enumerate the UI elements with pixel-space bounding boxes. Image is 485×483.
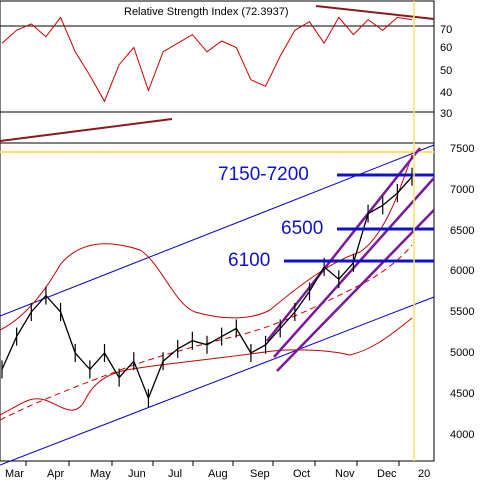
price-tick-5500: 5500	[450, 306, 474, 318]
price-panel: 7150-7200 6500 6100 7500 7000 6500 6000 …	[0, 143, 474, 466]
x-axis-ticks	[25, 461, 400, 466]
rsi-tick-30: 30	[440, 108, 452, 120]
price-tick-5000: 5000	[450, 347, 474, 359]
month-jul: Jul	[168, 468, 182, 480]
month-apr: Apr	[47, 468, 64, 480]
price-series-line	[1, 176, 413, 400]
month-mar: Mar	[5, 468, 24, 480]
month-may: May	[90, 468, 111, 480]
channel-lower-line	[0, 296, 435, 466]
rsi-tick-60: 60	[440, 42, 452, 54]
month-20: 20	[418, 468, 430, 480]
lower-band	[0, 317, 413, 416]
rsi-tick-70: 70	[440, 24, 452, 36]
month-oct: Oct	[293, 468, 310, 480]
purple-channel-top	[266, 147, 421, 342]
upper-band	[0, 154, 413, 331]
month-sep: Sep	[250, 468, 270, 480]
annotation-6100: 6100	[228, 250, 270, 271]
month-nov: Nov	[335, 468, 355, 480]
price-panel-frame	[0, 142, 435, 462]
annotation-7150-7200: 7150-7200	[218, 164, 309, 185]
moving-average-line	[0, 244, 413, 421]
rsi-title: Relative Strength Index (72.3937)	[124, 6, 289, 18]
rsi-tick-40: 40	[440, 87, 452, 99]
rsi-tick-50: 50	[440, 65, 452, 77]
price-tick-7000: 7000	[450, 184, 474, 196]
price-tick-4500: 4500	[450, 388, 474, 400]
purple-channel-bottom	[276, 209, 435, 372]
rsi-series-line	[1, 16, 413, 103]
price-tick-7500: 7500	[450, 143, 474, 155]
month-dec: Dec	[377, 468, 397, 480]
price-tick-4000: 4000	[450, 429, 474, 441]
rsi-top-trendline	[315, 5, 435, 20]
rsi-bottom-trendline	[0, 118, 173, 142]
annotation-6500: 6500	[281, 218, 323, 239]
price-tick-6500: 6500	[450, 225, 474, 237]
month-jun: Jun	[128, 468, 146, 480]
rsi-panel: Relative Strength Index (72.3937) 70 60 …	[0, 5, 452, 142]
month-aug: Aug	[208, 468, 228, 480]
rsi-panel-frame	[0, 0, 435, 144]
price-tick-6000: 6000	[450, 265, 474, 277]
x-axis-labels: Mar Apr May Jun Jul Aug Sep Oct Nov Dec …	[5, 468, 430, 480]
price-bars-group	[1, 167, 413, 408]
